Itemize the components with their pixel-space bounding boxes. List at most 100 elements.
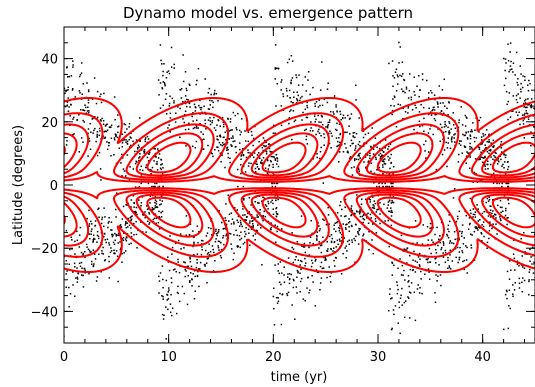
data-point xyxy=(68,305,70,308)
data-point xyxy=(185,270,187,272)
data-point xyxy=(96,90,99,93)
data-point xyxy=(250,162,252,165)
data-point xyxy=(357,167,360,169)
data-point xyxy=(230,144,232,146)
data-point xyxy=(334,265,336,267)
data-point xyxy=(272,208,274,210)
data-point xyxy=(224,166,226,169)
contour-layer xyxy=(64,97,535,273)
data-point xyxy=(148,153,150,155)
data-point xyxy=(267,159,269,162)
data-point xyxy=(247,131,250,133)
data-point xyxy=(382,173,384,175)
data-point xyxy=(251,134,253,137)
data-point xyxy=(465,162,468,165)
data-point xyxy=(305,138,307,141)
data-point xyxy=(61,260,63,262)
data-point xyxy=(388,293,391,295)
data-point xyxy=(530,256,532,258)
data-point xyxy=(433,94,436,96)
data-point xyxy=(309,289,311,291)
data-point xyxy=(124,238,127,240)
data-point xyxy=(75,277,77,279)
data-point xyxy=(442,242,445,245)
data-point xyxy=(530,98,533,100)
data-point xyxy=(507,166,510,168)
data-point xyxy=(347,114,349,117)
data-point xyxy=(96,133,99,136)
data-point xyxy=(460,106,462,108)
data-point xyxy=(330,247,332,250)
data-point xyxy=(182,80,185,83)
data-point xyxy=(219,152,222,154)
data-point xyxy=(304,251,307,254)
data-point xyxy=(331,237,334,240)
data-point xyxy=(219,134,222,137)
data-point xyxy=(97,208,99,211)
data-point xyxy=(384,182,386,185)
data-point xyxy=(159,272,162,274)
data-point xyxy=(320,146,322,149)
data-point xyxy=(100,271,102,273)
data-point xyxy=(223,143,226,145)
data-point xyxy=(379,202,381,204)
data-point xyxy=(478,158,480,161)
data-point xyxy=(509,69,511,71)
data-point xyxy=(454,238,456,241)
data-point xyxy=(72,284,74,286)
data-point xyxy=(57,297,59,299)
data-point xyxy=(264,167,267,170)
data-point xyxy=(269,150,271,153)
data-point xyxy=(139,169,141,171)
data-point xyxy=(371,223,374,225)
data-point xyxy=(408,317,411,319)
data-point xyxy=(231,218,234,220)
data-point xyxy=(469,156,472,158)
data-point xyxy=(288,278,291,281)
data-point xyxy=(481,143,483,145)
data-point xyxy=(391,262,394,264)
data-point xyxy=(465,259,468,261)
data-point xyxy=(358,227,360,230)
data-point xyxy=(401,287,403,290)
data-point xyxy=(117,280,119,283)
data-point xyxy=(356,194,358,196)
data-point xyxy=(340,273,343,275)
data-point xyxy=(448,265,451,267)
data-point xyxy=(167,287,170,289)
data-point xyxy=(427,261,429,264)
data-point xyxy=(286,294,289,297)
data-point xyxy=(345,245,347,247)
data-point xyxy=(267,200,269,203)
data-point xyxy=(108,242,110,244)
data-point xyxy=(285,87,288,90)
data-point xyxy=(438,238,440,241)
data-point xyxy=(486,163,488,166)
data-point xyxy=(478,148,481,151)
data-point xyxy=(447,259,449,262)
data-point xyxy=(418,252,421,255)
data-point xyxy=(271,199,273,202)
data-point xyxy=(342,252,344,255)
data-point xyxy=(62,275,64,277)
data-point xyxy=(220,256,223,259)
data-point xyxy=(500,219,502,222)
data-point xyxy=(262,149,264,152)
data-point xyxy=(130,232,133,234)
data-point xyxy=(93,253,96,255)
data-point xyxy=(326,276,328,279)
data-point xyxy=(204,263,206,266)
data-point xyxy=(370,170,372,173)
data-point xyxy=(507,43,509,45)
data-point xyxy=(427,151,430,153)
data-point xyxy=(277,297,279,299)
data-point xyxy=(120,162,122,164)
data-point xyxy=(123,123,126,125)
data-point xyxy=(213,127,216,129)
data-point xyxy=(440,246,443,249)
data-point xyxy=(270,226,273,229)
data-point xyxy=(418,292,421,294)
data-point xyxy=(242,208,244,210)
data-point xyxy=(421,73,424,75)
data-point xyxy=(434,292,436,294)
